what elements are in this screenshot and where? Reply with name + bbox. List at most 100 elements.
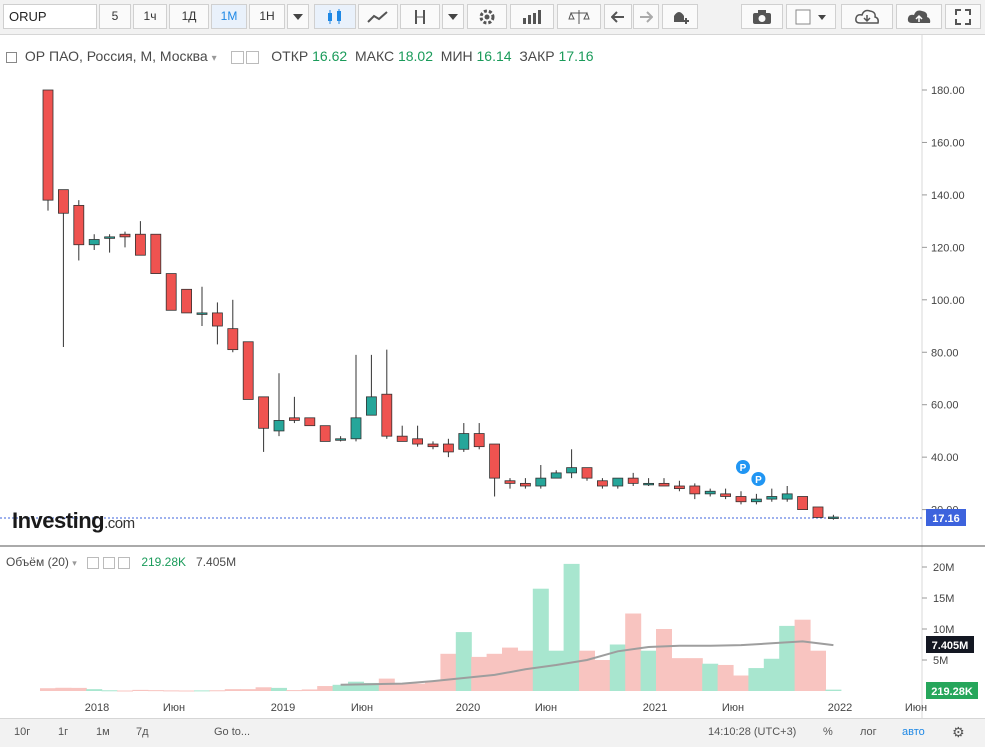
candle-body — [242, 341, 254, 400]
top-toolbar: ORUP 5 1ч 1Д 1М 1Н — [0, 0, 985, 35]
range-10y-button[interactable]: 10г — [14, 726, 31, 738]
candle — [88, 234, 100, 250]
indicators-icon[interactable] — [400, 4, 440, 29]
volume-bar — [609, 644, 626, 691]
layout-square-icon[interactable] — [786, 4, 836, 29]
line-chart-icon[interactable] — [358, 4, 398, 29]
candle — [196, 286, 208, 327]
volume-bar — [671, 658, 688, 691]
candle-body — [427, 443, 439, 448]
compare-bars-icon[interactable] — [510, 4, 554, 29]
cloud-download-icon[interactable] — [841, 4, 893, 29]
price-tick-label: 140.00 — [931, 190, 965, 202]
volume-ma-tag — [926, 636, 974, 653]
bottom-settings-gear-icon[interactable]: ⚙ — [952, 724, 965, 740]
candle — [304, 417, 316, 427]
candle — [643, 478, 654, 486]
candle — [781, 485, 793, 502]
volume-settings-icon[interactable] — [102, 556, 115, 569]
range-1y-button[interactable]: 1г — [58, 726, 69, 738]
candle — [412, 425, 424, 447]
range-7d-button[interactable]: 7д — [136, 726, 149, 738]
fullscreen-icon[interactable] — [945, 4, 981, 29]
interval-5min-button[interactable]: 5 — [99, 4, 131, 29]
candles-icon[interactable] — [314, 4, 356, 29]
price-tick-label: 80.00 — [931, 347, 959, 359]
candle — [211, 302, 223, 345]
collapse-icon[interactable] — [6, 51, 17, 63]
candle-body — [550, 472, 562, 479]
time-tick-label: Июн — [163, 702, 185, 714]
time-tick-label: Июн — [351, 702, 373, 714]
candle — [520, 478, 531, 489]
candle-body — [704, 490, 716, 495]
legend-settings-icon[interactable] — [231, 50, 245, 64]
camera-icon[interactable] — [741, 4, 783, 29]
candle-body — [396, 435, 408, 442]
candle — [427, 441, 439, 450]
interval-1w-button[interactable]: 1Н — [249, 4, 285, 29]
interval-1h-button[interactable]: 1ч — [133, 4, 167, 29]
volume-eye-icon[interactable] — [87, 556, 100, 569]
indicators-dropdown-icon[interactable] — [442, 4, 464, 29]
price-tick-label: 100.00 — [931, 295, 965, 307]
range-1m-button[interactable]: 1м — [96, 726, 110, 738]
volume-legend: Объём (20) ▾ 219.28K 7.405M — [6, 555, 237, 569]
volume-bar — [363, 682, 380, 691]
candle — [58, 189, 69, 348]
redo-icon[interactable] — [633, 4, 659, 29]
price-volume-chart[interactable]: PP 20.0040.0060.0080.00100.00120.00140.0… — [0, 35, 985, 718]
settings-gear-icon[interactable] — [467, 4, 507, 29]
candle-body — [674, 485, 685, 490]
candle — [504, 478, 516, 489]
candle-body — [227, 328, 239, 351]
investing-logo: Investing.com — [12, 508, 135, 533]
volume-ma-value: 7.405M — [196, 555, 237, 569]
percent-button[interactable]: % — [823, 726, 833, 738]
candle — [42, 89, 54, 211]
symbol-input[interactable]: ORUP — [3, 4, 97, 29]
scales-icon[interactable] — [557, 4, 601, 29]
candle — [689, 483, 701, 500]
candle — [535, 465, 547, 489]
candle — [597, 478, 608, 489]
candle-body — [581, 467, 593, 479]
close-label: ЗАКР — [519, 48, 555, 64]
legend-gear-icon[interactable] — [246, 50, 260, 64]
volume-close-icon[interactable] — [117, 556, 130, 569]
volume-bar — [455, 632, 472, 691]
interval-dropdown-icon[interactable] — [287, 4, 309, 29]
candle — [335, 436, 347, 442]
candle-body — [751, 498, 762, 503]
candle — [227, 299, 239, 353]
interval-1m-button[interactable]: 1М — [211, 4, 247, 29]
volume-bar — [563, 563, 580, 691]
volume-bar — [194, 690, 210, 692]
candle-body — [104, 236, 115, 239]
volume-bar — [317, 686, 334, 691]
candle-body — [150, 233, 162, 274]
time-tick-label: 2019 — [271, 702, 295, 714]
open-value: 16.62 — [312, 48, 348, 64]
candle — [381, 349, 393, 439]
undo-icon[interactable] — [604, 4, 632, 29]
volume-ma-line — [340, 640, 834, 686]
volume-bar — [332, 684, 349, 691]
price-tick-label: 160.00 — [931, 137, 965, 149]
candle — [812, 506, 824, 518]
log-button[interactable]: лог — [860, 726, 877, 738]
goto-button[interactable]: Go to... — [214, 726, 251, 738]
volume-bar — [486, 653, 503, 691]
cloud-upload-icon[interactable] — [896, 4, 942, 29]
time-tick-label: 2018 — [85, 702, 109, 714]
candle-body — [566, 467, 577, 474]
candle — [658, 478, 670, 487]
candle-body — [458, 433, 470, 450]
clock-time: 14:10:28 (UTC+3) — [708, 726, 797, 738]
candle-body — [365, 396, 377, 416]
interval-1d-button[interactable]: 1Д — [169, 4, 209, 29]
auto-button[interactable]: авто — [902, 726, 925, 738]
candle — [396, 425, 408, 442]
volume-bar — [425, 681, 441, 691]
alert-bell-icon[interactable] — [662, 4, 698, 29]
